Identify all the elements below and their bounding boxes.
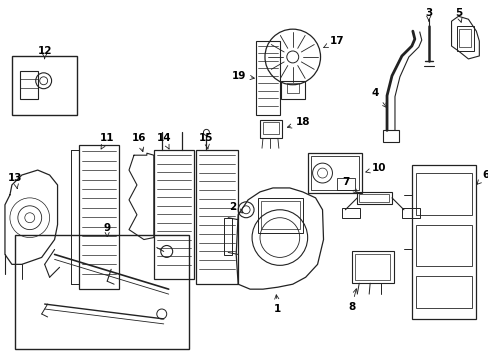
Bar	[280, 81, 304, 99]
Bar	[359, 194, 388, 202]
Bar	[411, 165, 475, 319]
Bar	[154, 150, 193, 279]
Text: 16: 16	[131, 133, 146, 152]
Text: 18: 18	[287, 117, 309, 128]
Bar	[263, 122, 278, 134]
Text: 15: 15	[199, 133, 213, 149]
Bar	[351, 251, 393, 283]
Bar	[459, 29, 470, 47]
Text: 1: 1	[274, 295, 281, 314]
Text: 5: 5	[454, 8, 461, 22]
Bar	[456, 26, 473, 51]
Text: 9: 9	[103, 222, 110, 237]
Text: 7: 7	[341, 177, 357, 193]
Text: 8: 8	[347, 289, 357, 312]
Bar	[342, 208, 360, 218]
Bar	[357, 192, 391, 204]
Text: 14: 14	[156, 133, 171, 149]
Bar	[261, 201, 299, 229]
Bar	[415, 276, 471, 308]
Bar	[401, 208, 419, 218]
Bar	[337, 178, 355, 190]
Bar	[258, 198, 302, 233]
Text: 3: 3	[424, 8, 431, 21]
Bar	[196, 150, 238, 284]
Text: 10: 10	[365, 163, 386, 173]
Text: 2: 2	[228, 202, 243, 213]
Text: 4: 4	[371, 88, 386, 108]
Bar	[310, 156, 359, 190]
Text: 6: 6	[476, 170, 488, 184]
Bar	[286, 83, 298, 93]
Bar	[307, 153, 362, 193]
Bar	[260, 121, 281, 138]
Bar	[382, 130, 398, 142]
Bar	[415, 173, 471, 215]
Text: 13: 13	[8, 173, 22, 189]
Bar	[12, 56, 77, 116]
Text: 11: 11	[100, 133, 114, 149]
Bar	[79, 145, 119, 289]
Bar	[355, 255, 389, 280]
Text: 19: 19	[231, 71, 254, 81]
Bar	[15, 235, 188, 349]
Bar	[20, 71, 38, 99]
Bar	[224, 218, 232, 256]
Bar	[415, 225, 471, 266]
Text: 17: 17	[323, 36, 344, 48]
Bar	[256, 41, 279, 116]
Text: 12: 12	[37, 46, 52, 59]
